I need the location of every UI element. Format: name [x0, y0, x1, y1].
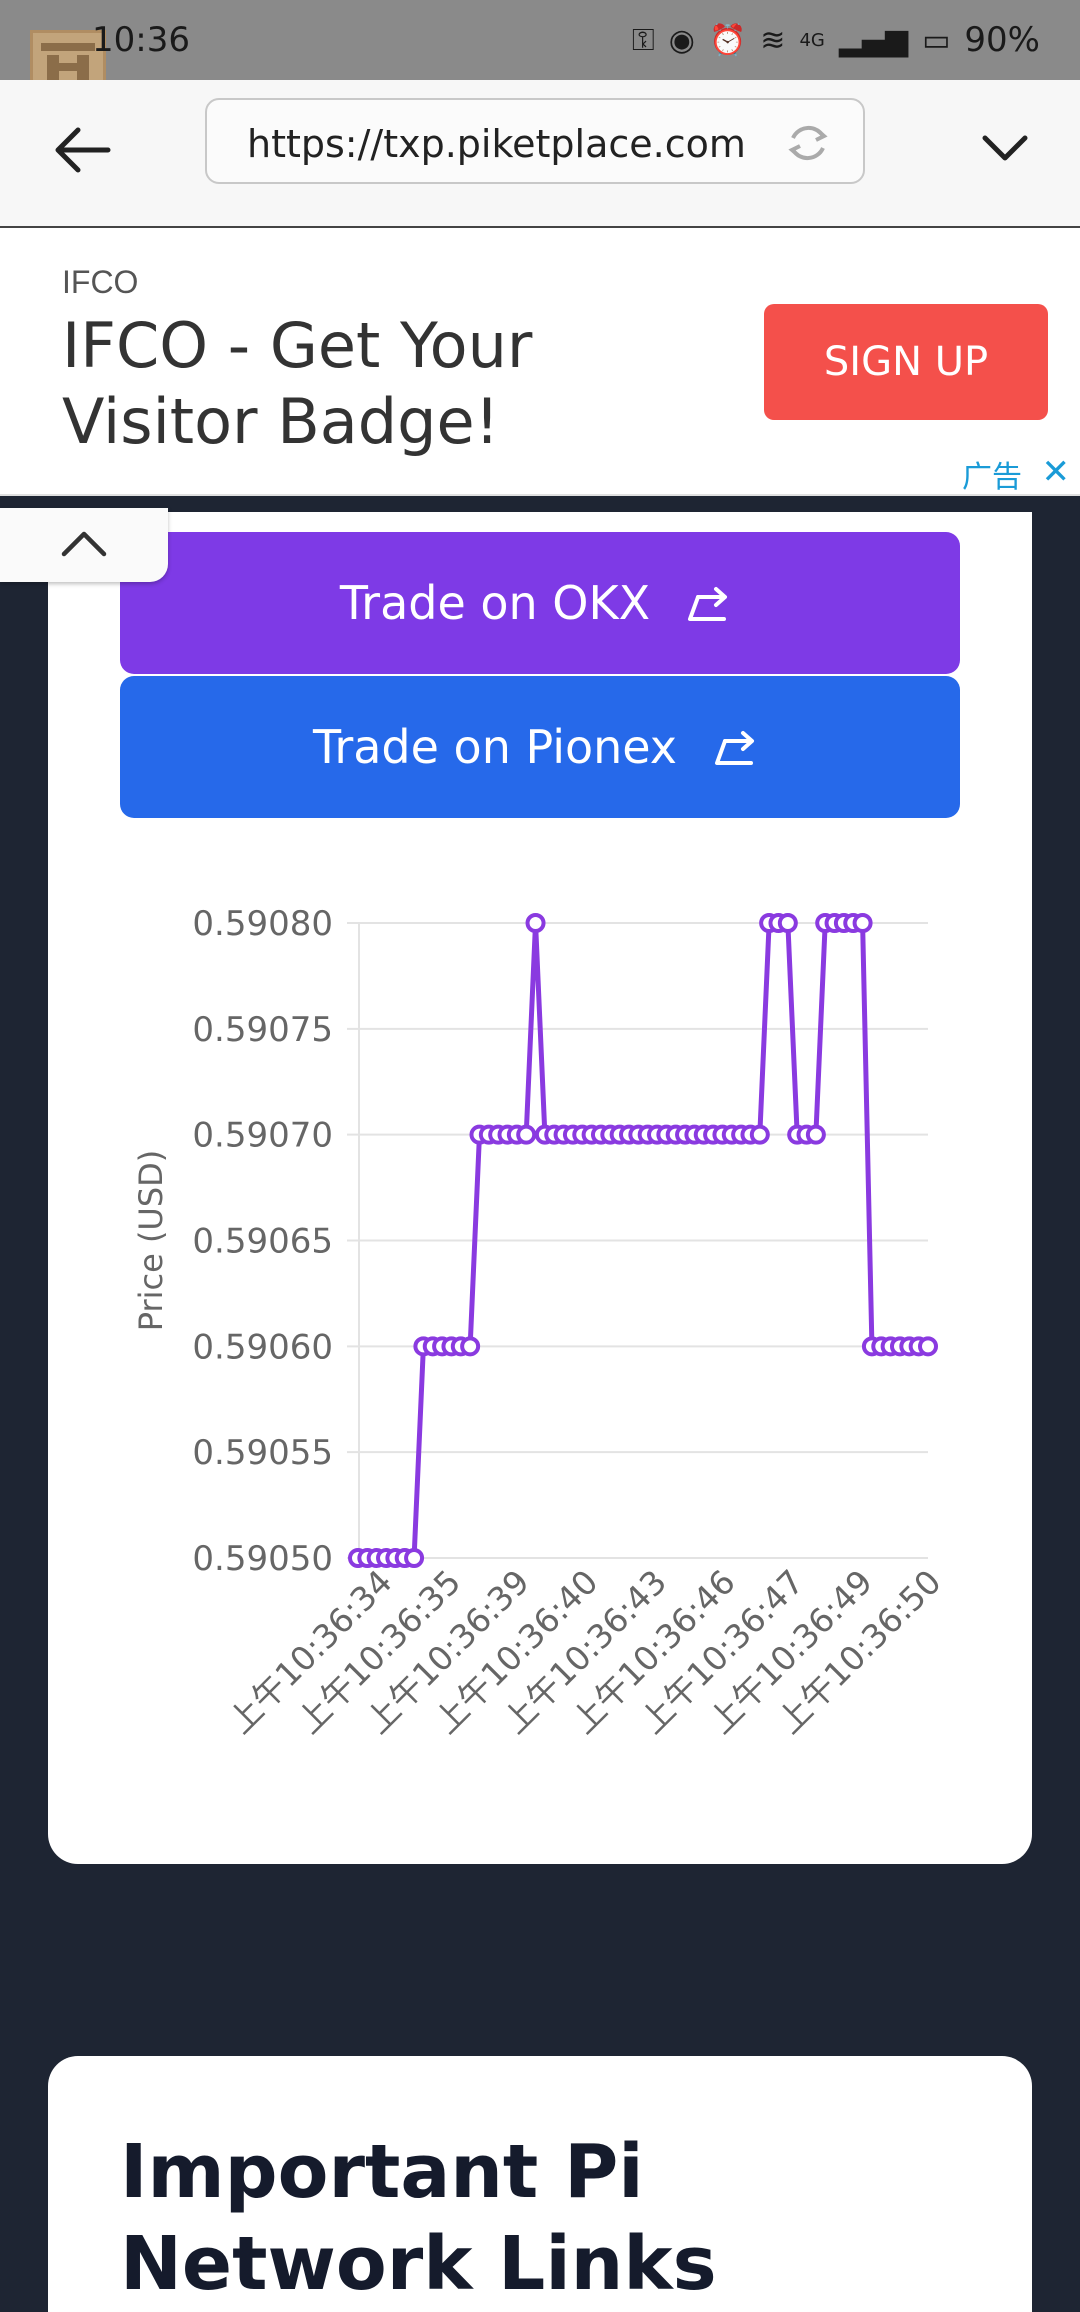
data-point[interactable]: [918, 1336, 938, 1357]
trade-on-pionex-button[interactable]: Trade on Pionex: [120, 676, 960, 818]
back-button[interactable]: [50, 110, 120, 190]
external-link-icon: [688, 587, 728, 621]
ad-banner[interactable]: IFCO IFCO - Get Your Visitor Badge! SIGN…: [0, 228, 1080, 496]
y-tick-label: 0.59080: [192, 904, 333, 944]
ad-close-icon[interactable]: ✕: [1041, 453, 1071, 491]
data-point[interactable]: [749, 1124, 770, 1145]
price-card: Trade on OKX Trade on Pionex 0.59050 0.59…: [48, 512, 1032, 1864]
price-chart: 0.59050 0.59055 0.59060 0.59065 0.59070 0.590…: [132, 904, 949, 1741]
data-point[interactable]: [525, 913, 546, 933]
key-icon: ⚿: [631, 22, 655, 58]
data-point[interactable]: [852, 913, 873, 933]
status-bar: 10:36 ⚿ ◉ ⏰ ≋ 4G ▂▄▆ ▭ 90%: [0, 0, 1080, 106]
ad-label: 广告: [962, 461, 1022, 494]
chevron-down-icon[interactable]: [975, 118, 1035, 178]
data-point[interactable]: [516, 1124, 537, 1145]
data-point[interactable]: [805, 1124, 826, 1145]
trade-on-okx-button[interactable]: Trade on OKX: [120, 532, 960, 674]
browser-toolbar: https://txp.piketplace.com: [0, 80, 1080, 228]
y-tick-label: 0.59060: [192, 1327, 333, 1367]
status-icons: ⚿ ◉ ⏰ ≋ 4G ▂▄▆ ▭ 90%: [632, 20, 1040, 60]
data-point[interactable]: [777, 913, 798, 933]
links-card: Important Pi Network Links: [48, 2056, 1032, 2312]
y-axis-label: Price (USD): [132, 1150, 170, 1332]
trade-pionex-label: Trade on Pionex: [312, 720, 677, 774]
y-tick-label: 0.59055: [192, 1433, 333, 1473]
url-text: https://txp.piketplace.com: [247, 122, 746, 166]
ad-signup-button[interactable]: SIGN UP: [764, 304, 1048, 420]
data-point[interactable]: [404, 1548, 425, 1568]
links-card-title: Important Pi Network Links: [120, 2129, 717, 2307]
y-tick-label: 0.59050: [192, 1539, 333, 1579]
eye-icon: ◉: [668, 22, 695, 58]
alarm-icon: ⏰: [708, 22, 747, 58]
trade-okx-label: Trade on OKX: [339, 576, 651, 630]
battery-icon: ▭: [922, 22, 951, 58]
y-tick-label: 0.59070: [192, 1116, 333, 1156]
reload-icon[interactable]: [783, 118, 833, 168]
wifi-icon: ≋: [760, 22, 786, 58]
y-tick-label: 0.59075: [192, 1010, 333, 1050]
signal-bars-icon: ▂▄▆: [838, 22, 909, 58]
data-point[interactable]: [460, 1336, 481, 1357]
url-field[interactable]: https://txp.piketplace.com: [205, 98, 865, 184]
back-arrow-icon: [55, 127, 111, 173]
collapse-ad-button[interactable]: [0, 508, 168, 582]
external-link-icon: [715, 731, 754, 765]
y-tick-label: 0.59065: [192, 1222, 333, 1262]
ad-brand: IFCO: [62, 264, 139, 300]
battery-level: 90%: [964, 20, 1040, 60]
chevron-up-icon: [61, 531, 107, 557]
ad-headline[interactable]: IFCO - Get Your Visitor Badge!: [62, 309, 533, 458]
signal-icon: 4G: [799, 29, 825, 51]
status-time: 10:36: [92, 20, 190, 60]
